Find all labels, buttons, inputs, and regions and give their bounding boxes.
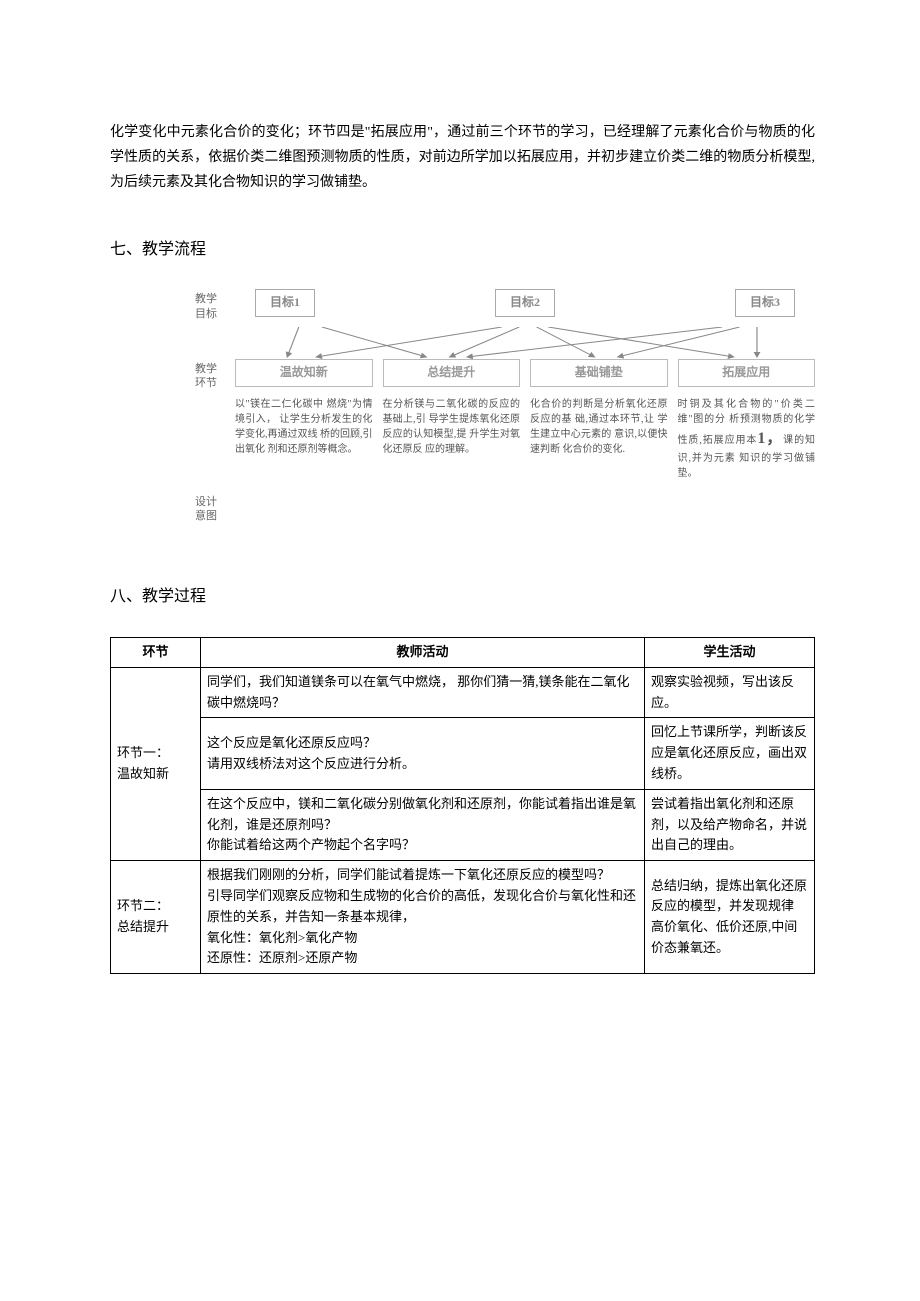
cell-stage-1: 环节一： 温故知新	[111, 667, 201, 860]
cell-student: 回忆上节课所学，判断该反应是氧化还原反应，画出双线桥。	[645, 718, 815, 789]
goal-box-1: 目标1	[255, 289, 315, 317]
cell-stage-2: 环节二： 总结提升	[111, 861, 201, 974]
flow-connectors	[235, 327, 815, 359]
flow-label-goal: 教学 目标	[195, 289, 235, 321]
cell-teacher: 在这个反应中，镁和二氧化碳分别做氧化剂和还原剂，你能试着指出谁是氧化剂，谁是还原…	[201, 789, 645, 860]
teaching-process-table: 环节 教师活动 学生活动 环节一： 温故知新 同学们，我们知道镁条可以在氧气中燃…	[110, 637, 815, 974]
cell-student: 观察实验视频，写出该反应。	[645, 667, 815, 718]
cell-teacher: 同学们，我们知道镁条可以在氧气中燃烧， 那你们猜一猜,镁条能在二氧化碳中燃烧吗？	[201, 667, 645, 718]
flow-label-stage: 教学 环节	[195, 359, 235, 391]
stage-box-2: 总结提升	[383, 359, 521, 387]
heading-teaching-process: 八、教学过程	[110, 583, 815, 612]
cell-student: 总结归纳，提炼出氧化还原反应的模型，并发现规律 高价氧化、低价还原,中间价态兼氧…	[645, 861, 815, 974]
goal-box-2: 目标2	[495, 289, 555, 317]
flow-descriptions: 以"镁在二仁化碳中 燃烧"为情境引入， 让学生分析发生的化 学变化,再通过双线 …	[235, 397, 815, 481]
desc-col-3: 化合价的判断是分析氧化还原反应的基 础,通过本环节,让 学生建立中心元素的 意识…	[530, 397, 668, 481]
th-student: 学生活动	[645, 637, 815, 667]
th-teacher: 教师活动	[201, 637, 645, 667]
cell-student: 尝试着指出氧化剂和还原剂，以及给产物命名，并说出自己的理由。	[645, 789, 815, 860]
stage-box-3: 基础铺垫	[530, 359, 668, 387]
heading-teaching-flow: 七、教学流程	[110, 236, 815, 265]
stage-box-1: 温故知新	[235, 359, 373, 387]
table-row: 这个反应是氧化还原反应吗？ 请用双线桥法对这个反应进行分析。 回忆上节课所学，判…	[111, 718, 815, 789]
table-row: 环节二： 总结提升 根据我们刚刚的分析，同学们能试着提炼一下氧化还原反应的模型吗…	[111, 861, 815, 974]
cell-teacher: 根据我们刚刚的分析，同学们能试着提炼一下氧化还原反应的模型吗？ 引导同学们观察反…	[201, 861, 645, 974]
th-stage: 环节	[111, 637, 201, 667]
desc-col-1: 以"镁在二仁化碳中 燃烧"为情境引入， 让学生分析发生的化 学变化,再通过双线 …	[235, 397, 373, 481]
desc-col-2: 在分析镁与二氧化碳的反应的基础上,引 导学生提炼氧化还原 反应的认知模型,提 升…	[383, 397, 521, 481]
desc4-big-one: 1，	[757, 430, 783, 447]
teaching-flow-diagram: 教学 目标 目标1 目标2 目标3 教学 环节 温故知	[195, 289, 815, 523]
table-row: 环节一： 温故知新 同学们，我们知道镁条可以在氧气中燃烧， 那你们猜一猜,镁条能…	[111, 667, 815, 718]
flow-label-design: 设计 意图	[195, 495, 815, 524]
cell-teacher: 这个反应是氧化还原反应吗？ 请用双线桥法对这个反应进行分析。	[201, 718, 645, 789]
stage-box-4: 拓展应用	[678, 359, 816, 387]
intro-paragraph: 化学变化中元素化合价的变化；环节四是"拓展应用"，通过前三个环节的学习，已经理解…	[110, 120, 815, 196]
desc-col-4: 时铜及其化合物的"价类二维"图的分 析预测物质的化学 性质,拓展应用本1，课的知…	[678, 397, 816, 481]
goal-box-3: 目标3	[735, 289, 795, 317]
table-row: 在这个反应中，镁和二氧化碳分别做氧化剂和还原剂，你能试着指出谁是氧化剂，谁是还原…	[111, 789, 815, 860]
